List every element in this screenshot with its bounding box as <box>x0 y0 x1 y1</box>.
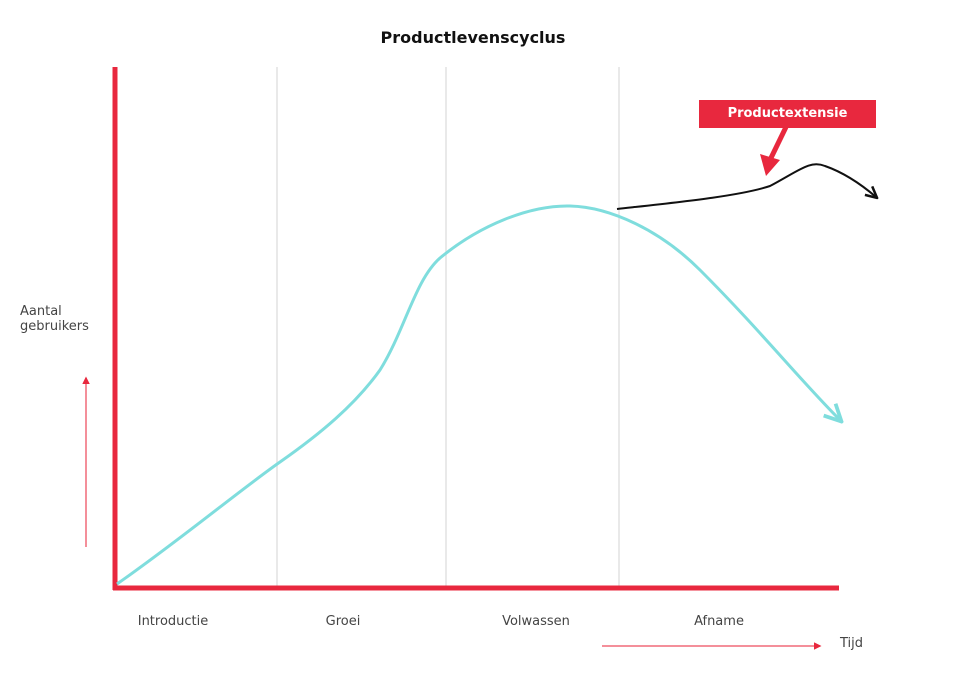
productextensie-callout: Productextensie <box>699 100 876 128</box>
y-axis-label: Aantal gebruikers <box>20 304 89 334</box>
x-axis-label: Tijd <box>840 636 864 651</box>
chart-title: Productlevenscyclus <box>380 28 566 47</box>
phase-gridlines <box>276 67 620 587</box>
phase-label-introductie: Introductie <box>137 614 209 629</box>
lifecycle-curve <box>116 204 840 586</box>
y-axis-label-line2: gebruikers <box>20 319 89 334</box>
callout-arrow <box>760 125 789 176</box>
phase-label-afname: Afname <box>694 614 744 629</box>
y-axis-label-line1: Aantal <box>20 304 62 319</box>
extension-curve <box>616 163 876 210</box>
phase-label-volwassen: Volwassen <box>502 614 570 629</box>
phase-label-groei: Groei <box>325 614 361 629</box>
axes <box>112 67 839 591</box>
